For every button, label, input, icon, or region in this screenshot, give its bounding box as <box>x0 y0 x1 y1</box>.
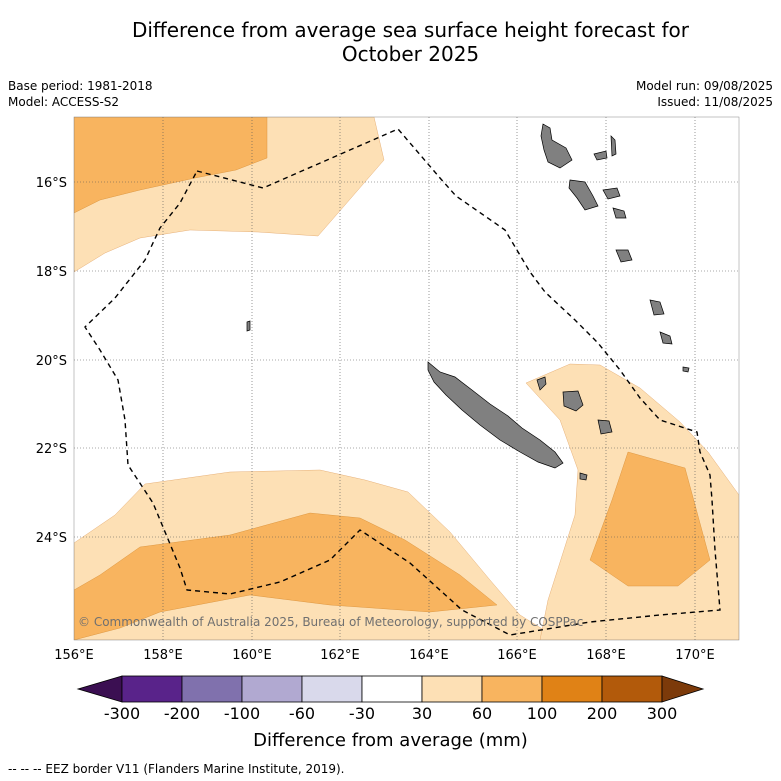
longitude-tick-label: 158°E <box>143 648 183 663</box>
title-line-2: October 2025 <box>341 42 480 66</box>
map-area <box>74 117 739 640</box>
model-name: Model: ACCESS-S2 <box>8 95 120 109</box>
colorbar-segment <box>121 675 183 703</box>
island <box>649 299 665 316</box>
colorbar-segment <box>481 675 543 703</box>
longitude-tick-label: 162°E <box>320 648 360 663</box>
island <box>246 320 251 332</box>
colorbar-segment <box>301 675 363 703</box>
base-period: Base period: 1981-2018 <box>8 79 153 93</box>
colorbar-tick-label: -60 <box>288 704 316 723</box>
new-caledonia-island <box>427 361 564 469</box>
vanuatu-erromango <box>615 249 633 263</box>
latitude-tick-label: 20°S <box>36 354 67 369</box>
longitude-tick-label: 156°E <box>54 648 94 663</box>
colorbar <box>76 675 705 703</box>
colorbar-tick-label: 200 <box>586 704 618 723</box>
chart-title: Difference from average sea surface heig… <box>40 18 781 66</box>
island <box>682 366 690 373</box>
gridlines <box>74 117 739 640</box>
longitude-tick-label: 164°E <box>409 648 449 663</box>
longitude-tick-label: 160°E <box>232 648 272 663</box>
longitude-tick-labels: 156°E 158°E 160°E 162°E 164°E 166°E 168°E 170°E <box>54 648 715 663</box>
vanuatu-island <box>610 135 617 157</box>
longitude-tick-label: 170°E <box>675 648 715 663</box>
loyalty-islands-lifou <box>562 390 584 412</box>
colorbar-segment <box>181 675 243 703</box>
colorbar-tick-label: 100 <box>526 704 558 723</box>
colorbar-segment <box>601 675 663 703</box>
latitude-tick-label: 18°S <box>36 265 67 280</box>
longitude-tick-label: 168°E <box>586 648 626 663</box>
island <box>659 331 673 345</box>
colorbar-tick-label: -200 <box>163 704 201 723</box>
colorbar-title: Difference from average (mm) <box>253 730 528 751</box>
title-line-1: Difference from average sea surface heig… <box>131 18 690 42</box>
vanuatu-espiritu-santo <box>540 123 573 169</box>
eez-legend-footer: -- -- -- EEZ border V11 (Flanders Marine… <box>8 762 345 776</box>
longitude-tick-label: 166°E <box>497 648 537 663</box>
vanuatu-island <box>612 207 627 219</box>
colorbar-segment <box>541 675 603 703</box>
colorbar-extend-max <box>661 675 705 703</box>
colorbar-segment <box>421 675 483 703</box>
colorbar-tick-label: -300 <box>103 704 141 723</box>
colorbar-extend-min <box>76 675 123 703</box>
latitude-tick-label: 16°S <box>36 176 67 191</box>
vanuatu-island <box>593 150 608 161</box>
loyalty-islands-ouvea <box>536 376 547 391</box>
latitude-tick-labels: 16°S 18°S 20°S 22°S 24°S <box>36 176 67 546</box>
anomaly-region-medium <box>589 451 711 587</box>
colorbar-tick-label: 60 <box>471 704 493 723</box>
latitude-tick-label: 24°S <box>36 531 67 546</box>
colorbar-segment <box>361 675 423 703</box>
loyalty-islands-mare <box>597 419 613 435</box>
model-run: Model run: 09/08/2025 <box>635 79 773 93</box>
colorbar-tick-label: -100 <box>223 704 261 723</box>
vanuatu-malekula <box>568 179 599 211</box>
anomaly-region-medium <box>74 512 498 640</box>
issued-date: Issued: 11/08/2025 <box>657 95 773 109</box>
copyright-notice: © Commonwealth of Australia 2025, Bureau… <box>78 615 583 629</box>
right-meta: Model run: 09/08/2025 Issued: 11/08/2025 <box>636 78 773 110</box>
left-meta: Base period: 1981-2018 Model: ACCESS-S2 <box>8 78 153 110</box>
vanuatu-efate <box>602 187 621 200</box>
colorbar-tick-label: 300 <box>646 704 678 723</box>
colorbar-tick-label: 30 <box>411 704 433 723</box>
anomaly-region-medium <box>74 117 268 214</box>
land-masses <box>246 123 690 481</box>
latitude-tick-label: 22°S <box>36 442 67 457</box>
colorbar-tick-label: -30 <box>348 704 376 723</box>
island <box>579 472 588 481</box>
colorbar-segment <box>241 675 303 703</box>
